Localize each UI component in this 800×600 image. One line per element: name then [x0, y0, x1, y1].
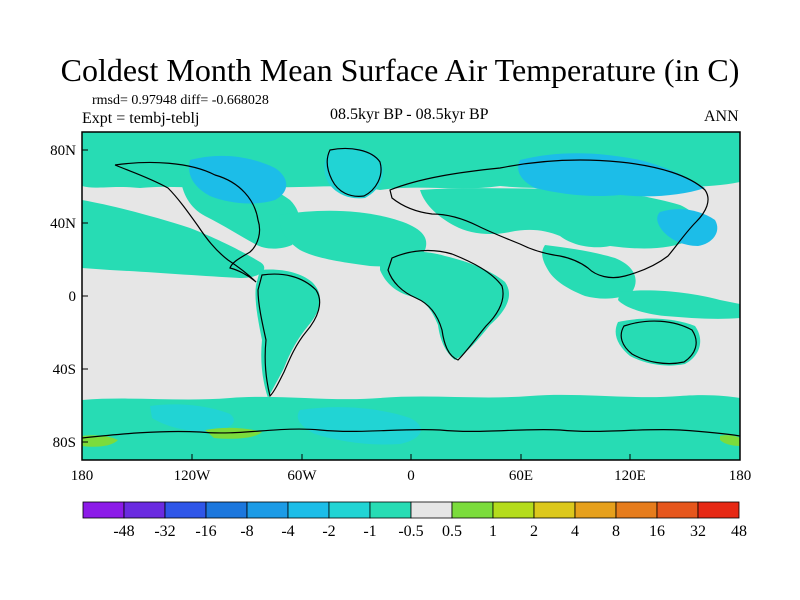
- y-tick-0: 0: [69, 289, 77, 305]
- x-tick-120w: 120W: [174, 468, 212, 484]
- colorbar-swatch: [123, 501, 166, 519]
- south-america-coast: [257, 273, 321, 398]
- colorbar-label: 32: [690, 523, 706, 540]
- y-tick-80n: 80N: [50, 143, 76, 159]
- africa-coast: [387, 249, 504, 361]
- x-tick-60w: 60W: [287, 468, 317, 484]
- africa-region: [380, 251, 510, 360]
- experiment-label: Expt = tembj-teblj: [82, 110, 200, 127]
- x-tick-60e: 60E: [509, 468, 533, 484]
- eurasia-coast: [389, 159, 709, 279]
- canada-patch: [189, 155, 287, 204]
- y-tick-80s: 80S: [53, 435, 76, 451]
- north-america-coast: [114, 161, 261, 283]
- australia-coast: [620, 320, 697, 365]
- dateline-positive-patch: [720, 435, 740, 446]
- colorbar-swatch: [410, 501, 453, 519]
- south-pacific-patch: [150, 404, 234, 432]
- antarctic-patch: [297, 407, 421, 445]
- colorbar-swatch: [656, 501, 699, 519]
- colorbar-swatch: [287, 501, 330, 519]
- x-tick-0: 0: [407, 468, 415, 484]
- north-pacific-region: [82, 200, 265, 278]
- colorbar-label: 1: [489, 523, 497, 540]
- colorbar-label: 8: [612, 523, 620, 540]
- south-america-region: [255, 269, 321, 398]
- colorbar-swatch: [615, 501, 658, 519]
- x-tick-180-east: 180: [729, 468, 752, 484]
- map-field: [82, 132, 740, 460]
- eurasia-region: [420, 188, 699, 249]
- east-asia-patch: [657, 209, 718, 246]
- colorbar-swatch: [82, 501, 125, 519]
- ross-sea-positive-patch: [82, 435, 118, 447]
- colorbar-swatch: [164, 501, 207, 519]
- x-tick-120e: 120E: [614, 468, 646, 484]
- colorbar-label: -2: [322, 523, 335, 540]
- colorbar-swatch: [246, 501, 289, 519]
- y-tick-40n: 40N: [50, 216, 76, 232]
- greenland-coast: [326, 147, 382, 197]
- antarctica-coast: [82, 428, 740, 439]
- colorbar-swatch: [697, 501, 740, 519]
- colorbar-label: -32: [154, 523, 175, 540]
- colorbar: [82, 501, 740, 519]
- colorbar-label: -0.5: [398, 523, 423, 540]
- australia-region: [615, 318, 701, 366]
- coastlines: [82, 147, 740, 439]
- colorbar-swatch: [492, 501, 535, 519]
- siberia-patch: [518, 153, 705, 197]
- colorbar-swatch: [328, 501, 371, 519]
- greenland-patch: [324, 147, 384, 199]
- colorbar-label: -4: [281, 523, 294, 540]
- colorbar-swatch: [574, 501, 617, 519]
- x-tick-180-west: 180: [71, 468, 94, 484]
- y-tick-40s: 40S: [53, 362, 76, 378]
- north-atlantic-region: [279, 210, 427, 267]
- colorbar-labels: -48 -32 -16 -8 -4 -2 -1 -0.5 0.5 1 2 4 8 16 32 48: [113, 523, 747, 540]
- colorbar-label: 0.5: [442, 523, 462, 540]
- amundsen-positive-patch: [205, 427, 262, 439]
- map-title: Coldest Month Mean Surface Air Temperatu…: [60, 52, 740, 88]
- colorbar-swatch: [533, 501, 576, 519]
- colorbar-label: 16: [649, 523, 665, 540]
- colorbar-label: 48: [731, 523, 747, 540]
- colorbar-swatch: [205, 501, 248, 519]
- colorbar-label: -16: [195, 523, 216, 540]
- colorbar-label: 2: [530, 523, 538, 540]
- colorbar-label: -1: [363, 523, 376, 540]
- maritime-continent-region: [618, 290, 740, 319]
- asia-south-region: [542, 245, 636, 299]
- colorbar-label: 4: [571, 523, 579, 540]
- axis-ticks: [81, 149, 741, 460]
- colorbar-label: -8: [240, 523, 253, 540]
- period-label: 08.5kyr BP - 08.5kyr BP: [330, 106, 489, 123]
- season-label: ANN: [704, 108, 739, 125]
- stats-label: rmsd= 0.97948 diff= -0.668028: [92, 93, 269, 108]
- colorbar-swatch: [451, 501, 494, 519]
- colorbar-swatch: [369, 501, 412, 519]
- colorbar-label: -48: [113, 523, 134, 540]
